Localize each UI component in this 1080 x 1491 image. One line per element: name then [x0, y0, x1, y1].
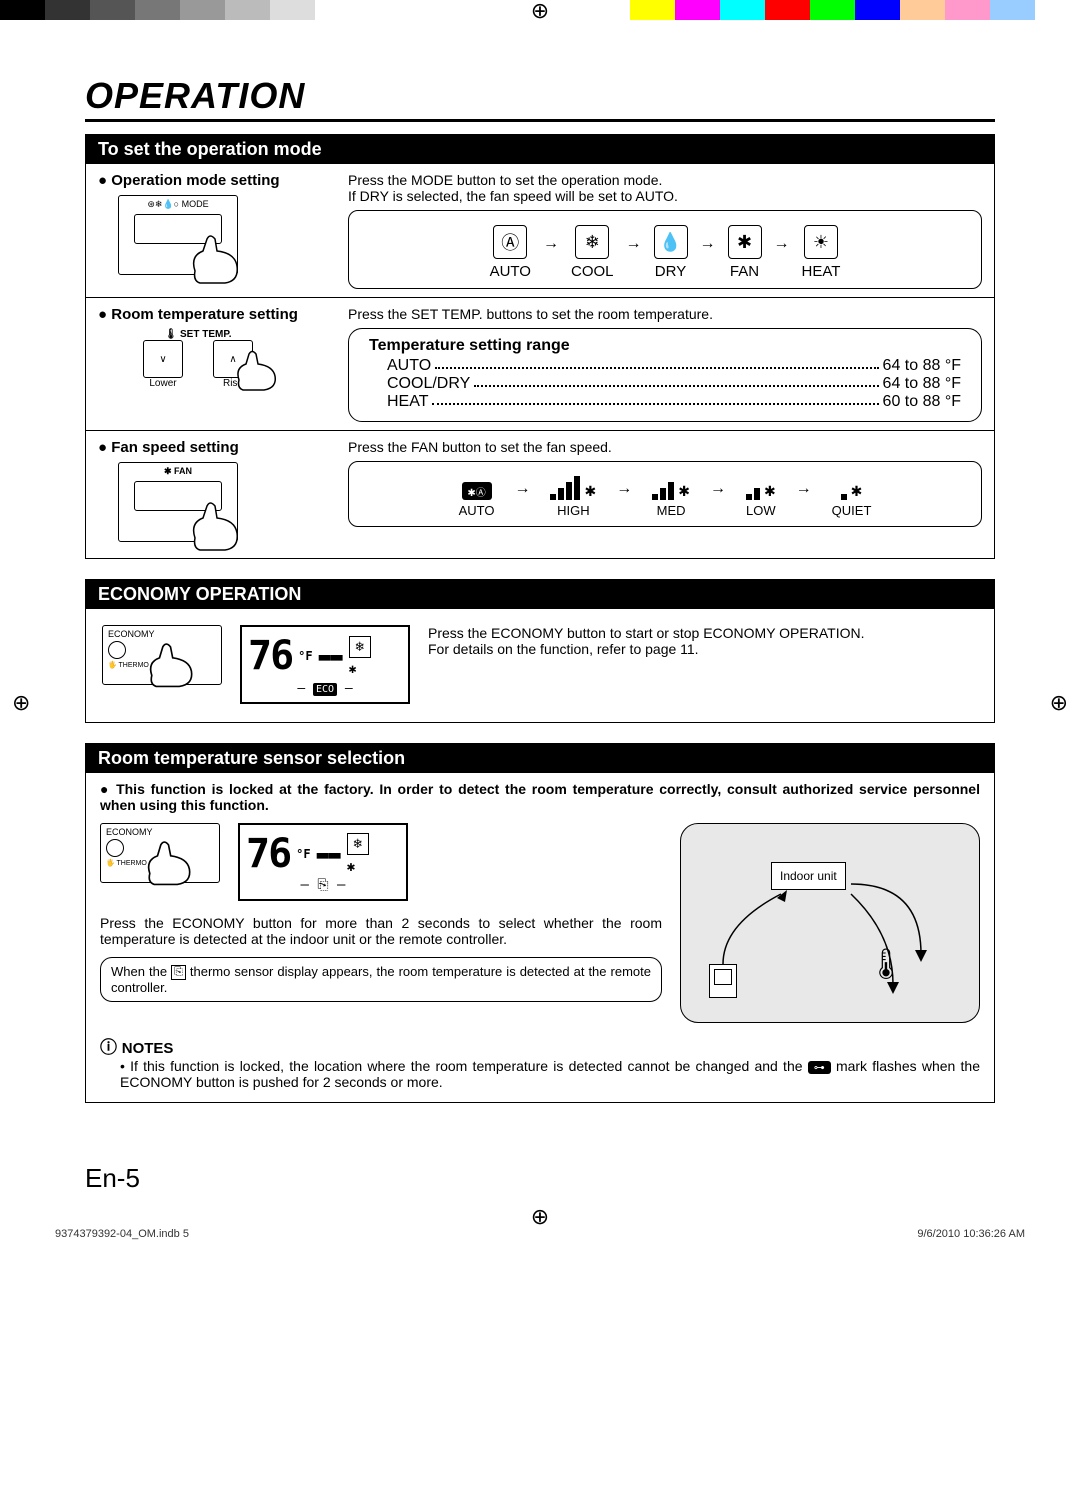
- page-content: OPERATION To set the operation mode Oper…: [0, 20, 1080, 1224]
- lcd-temp: 76: [248, 633, 292, 679]
- footer-right: 9/6/2010 10:36:26 AM: [917, 1228, 1025, 1240]
- fan-icon: ✱: [349, 662, 371, 677]
- mode-item-fan: ✱FAN: [728, 225, 762, 280]
- economy-remote-illustration: ECONOMY 🖐 THERMO SEN: [100, 823, 220, 883]
- mode-item-dry: 💧DRY: [654, 225, 688, 280]
- note-part-a: If this function is locked, the location…: [130, 1058, 808, 1074]
- hand-icon: [185, 231, 245, 286]
- hand-icon: [231, 348, 281, 393]
- sensor-inner1: When the: [111, 964, 171, 979]
- fan-item-quiet: ✱QUIET: [832, 474, 872, 518]
- fan-icon: ✱: [347, 859, 369, 875]
- lcd-temp: 76: [246, 831, 290, 877]
- temp-range-box: Temperature setting range AUTO64 to 88 °…: [348, 328, 982, 422]
- hand-icon: [185, 498, 245, 553]
- registration-mark-top: ⊕: [531, 0, 549, 24]
- registration-mark-left: ⊕: [12, 690, 30, 716]
- temp-range-row: COOL/DRY64 to 88 °F: [369, 375, 961, 393]
- fan-remote-text: ✱ FAN: [164, 466, 192, 476]
- section-header: ECONOMY OPERATION: [86, 580, 994, 609]
- fan-remote-illustration: ✱ FAN: [118, 462, 238, 542]
- thermosensor-icon: ⎘: [317, 877, 328, 893]
- economy-remote-illustration: ECONOMY 🖐 THERMO SEN: [102, 625, 222, 685]
- temp-range-header: Temperature setting range: [369, 337, 961, 355]
- snowflake-icon: ❄: [349, 636, 371, 658]
- temp-range-row: HEAT60 to 88 °F: [369, 393, 961, 411]
- lcd-display: 76 °F ▬▬ ❄ ✱ – ⎘ –: [238, 823, 408, 901]
- notes-header: NOTES: [100, 1033, 980, 1058]
- section-header: Room temperature sensor selection: [86, 744, 994, 773]
- op-mode-desc1: Press the MODE button to set the operati…: [348, 172, 982, 188]
- lower-label: Lower: [143, 378, 183, 389]
- lcd-display: 76 °F ▬▬ ❄ ✱ – ECO –: [240, 625, 410, 704]
- op-mode-desc2: If DRY is selected, the fan speed will b…: [348, 188, 982, 204]
- sensor-press-text: Press the ECONOMY button for more than 2…: [100, 915, 662, 947]
- settemp-illustration: 🌡 SET TEMP. ∨ Lower ∧ Rise: [118, 329, 278, 389]
- registration-mark-bottom: ⊕: [531, 1204, 549, 1230]
- registration-mark-right: ⊕: [1050, 690, 1068, 716]
- mode-item-heat: ☀HEAT: [802, 225, 841, 280]
- mode-remote-text: ⊛❄💧○ MODE: [147, 199, 208, 209]
- snowflake-icon: ❄: [347, 833, 369, 855]
- sensor-note-box: When the ⎘ thermo sensor display appears…: [100, 957, 662, 1002]
- settemp-text: 🌡 SET TEMP.: [118, 329, 278, 340]
- fan-item-high: ✱HIGH: [550, 474, 596, 518]
- economy-text2: For details on the function, refer to pa…: [428, 641, 978, 657]
- footer-left: 9374379392-04_OM.indb 5: [55, 1228, 189, 1240]
- fan-cycle-diagram: ✱ⒶAUTO→✱HIGH→✱MED→✱LOW→✱QUIET: [348, 461, 982, 527]
- fan-item-med: ✱MED: [652, 474, 690, 518]
- op-mode-label: Operation mode setting: [98, 172, 348, 189]
- thermosensor-icon: ⎘: [171, 965, 186, 980]
- economy-label: ECONOMY: [106, 827, 214, 837]
- room-temp-desc: Press the SET TEMP. buttons to set the r…: [348, 306, 982, 322]
- mode-item-auto: ⒶAUTO: [490, 225, 531, 280]
- sensor-warning: This function is locked at the factory. …: [100, 781, 980, 813]
- fan-speed-label: Fan speed setting: [98, 439, 348, 456]
- section-header: To set the operation mode: [86, 135, 994, 164]
- operation-mode-box: To set the operation mode Operation mode…: [85, 134, 995, 559]
- temp-range-row: AUTO64 to 88 °F: [369, 357, 961, 375]
- hand-icon: [143, 640, 198, 690]
- lcd-unit: °F: [296, 847, 310, 861]
- page-title: OPERATION: [85, 75, 995, 122]
- sensor-inner2: thermo sensor display appears, the room …: [111, 964, 651, 995]
- page-number: En-5: [85, 1163, 995, 1194]
- economy-label: ECONOMY: [108, 629, 216, 639]
- sensor-selection-box: Room temperature sensor selection This f…: [85, 743, 995, 1103]
- lcd-unit: °F: [298, 649, 312, 663]
- lock-badge-icon: ⊶: [808, 1061, 831, 1074]
- mode-cycle-diagram: ⒶAUTO→❄COOL→💧DRY→✱FAN→☀HEAT: [348, 210, 982, 289]
- room-temp-label: Room temperature setting: [98, 306, 348, 323]
- eco-badge: ECO: [313, 683, 337, 696]
- hand-icon: [141, 838, 196, 888]
- economy-text1: Press the ECONOMY button to start or sto…: [428, 625, 978, 641]
- fan-item-auto: ✱ⒶAUTO: [459, 474, 495, 518]
- notes-text: • If this function is locked, the locati…: [100, 1058, 980, 1090]
- fan-item-low: ✱LOW: [746, 474, 776, 518]
- sensor-diagram: Indoor unit 🌡: [680, 823, 980, 1023]
- mode-item-cool: ❄COOL: [571, 225, 614, 280]
- economy-box: ECONOMY OPERATION ECONOMY 🖐 THERMO SEN 7…: [85, 579, 995, 723]
- fan-desc: Press the FAN button to set the fan spee…: [348, 439, 982, 455]
- mode-remote-illustration: ⊛❄💧○ MODE: [118, 195, 238, 275]
